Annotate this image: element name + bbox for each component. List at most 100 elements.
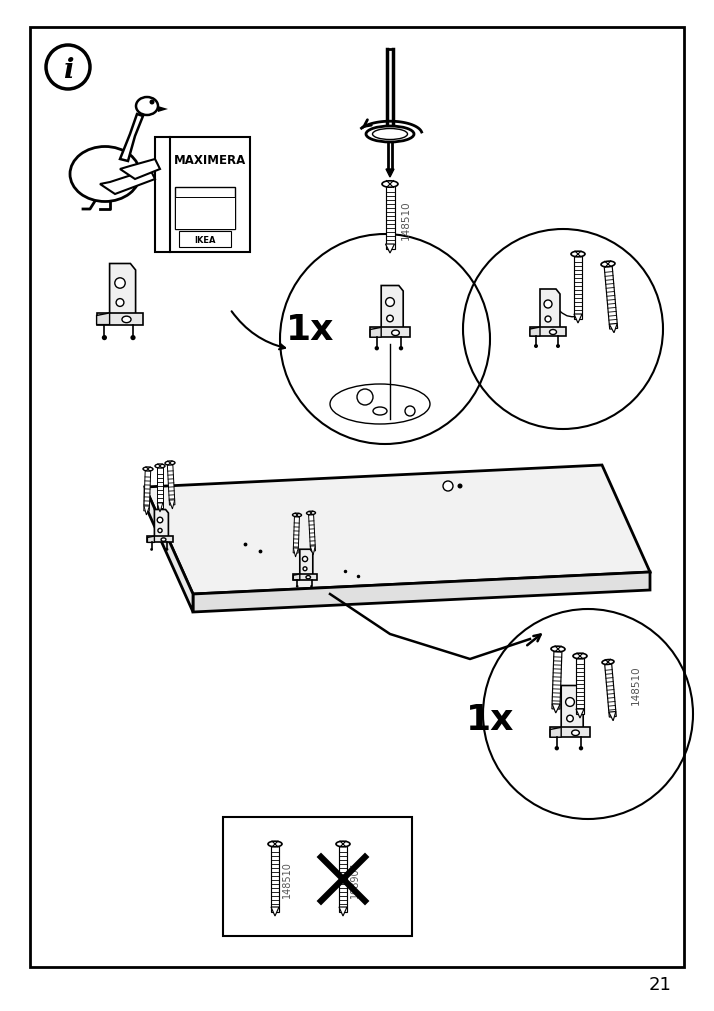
Bar [157,466,163,509]
Circle shape [534,345,538,349]
Ellipse shape [601,262,615,268]
Ellipse shape [373,407,387,416]
FancyBboxPatch shape [175,188,235,229]
Ellipse shape [165,462,175,465]
Polygon shape [96,313,110,326]
Circle shape [458,484,463,489]
Polygon shape [293,574,317,580]
Polygon shape [147,537,154,543]
Polygon shape [540,290,560,330]
Bar [386,185,395,250]
Text: 21: 21 [648,975,671,993]
Polygon shape [293,548,298,557]
Circle shape [150,548,153,551]
Ellipse shape [366,126,414,143]
FancyBboxPatch shape [179,232,231,248]
Ellipse shape [386,298,394,307]
Polygon shape [157,503,163,513]
Circle shape [405,406,415,417]
Ellipse shape [565,698,574,707]
Circle shape [102,336,107,341]
Polygon shape [386,245,395,254]
Bar [552,649,562,710]
Ellipse shape [158,529,162,533]
Ellipse shape [545,316,551,323]
Polygon shape [561,685,583,730]
Ellipse shape [155,464,165,468]
Ellipse shape [392,331,399,337]
Circle shape [443,481,453,491]
Polygon shape [193,572,650,613]
Polygon shape [145,465,650,594]
Circle shape [399,347,403,351]
Polygon shape [310,546,315,555]
Polygon shape [120,115,143,162]
FancyBboxPatch shape [155,137,250,253]
Circle shape [375,347,379,351]
Text: 1x: 1x [466,703,514,736]
Ellipse shape [303,557,308,562]
Ellipse shape [306,512,316,516]
Text: IKEA: IKEA [194,236,216,245]
Ellipse shape [293,514,301,518]
Circle shape [310,585,313,588]
Polygon shape [574,314,582,324]
Polygon shape [110,264,136,316]
Bar [339,844,347,912]
Ellipse shape [550,331,556,336]
Ellipse shape [303,567,307,571]
Polygon shape [576,710,584,718]
Circle shape [166,548,169,551]
Polygon shape [147,537,173,543]
Text: 148510: 148510 [401,200,411,240]
Polygon shape [381,286,403,331]
Bar [308,514,316,552]
Polygon shape [550,728,590,737]
Bar [605,662,616,718]
Bar [144,469,151,512]
Text: 108904: 108904 [350,860,360,898]
Bar [574,255,582,319]
Ellipse shape [373,129,408,141]
Ellipse shape [387,315,393,323]
Circle shape [555,746,559,750]
Polygon shape [271,907,279,916]
FancyBboxPatch shape [175,198,235,229]
Polygon shape [293,574,300,580]
Ellipse shape [544,300,552,308]
Polygon shape [552,704,560,713]
Ellipse shape [306,576,311,579]
FancyBboxPatch shape [223,817,412,936]
Circle shape [131,336,136,341]
Circle shape [296,585,298,588]
Ellipse shape [330,384,430,425]
Bar [167,463,175,506]
Ellipse shape [161,538,166,542]
Polygon shape [145,487,193,613]
Circle shape [149,100,154,105]
Polygon shape [530,328,540,337]
Ellipse shape [571,252,585,258]
Circle shape [556,345,560,349]
Bar [271,844,279,912]
Ellipse shape [572,730,579,736]
Polygon shape [144,507,149,516]
Ellipse shape [157,518,163,524]
Bar [604,265,618,330]
Ellipse shape [136,98,158,116]
Ellipse shape [143,467,153,471]
Polygon shape [530,328,566,337]
Polygon shape [609,712,616,721]
Text: MAXIMERA: MAXIMERA [174,154,246,167]
Text: i: i [63,57,74,84]
Bar [576,656,584,715]
Ellipse shape [70,148,140,202]
Polygon shape [96,313,144,326]
Ellipse shape [115,278,125,289]
Ellipse shape [116,299,124,307]
Polygon shape [370,328,410,338]
Polygon shape [120,160,160,180]
Ellipse shape [573,653,587,659]
Circle shape [357,389,373,405]
Polygon shape [339,907,347,916]
